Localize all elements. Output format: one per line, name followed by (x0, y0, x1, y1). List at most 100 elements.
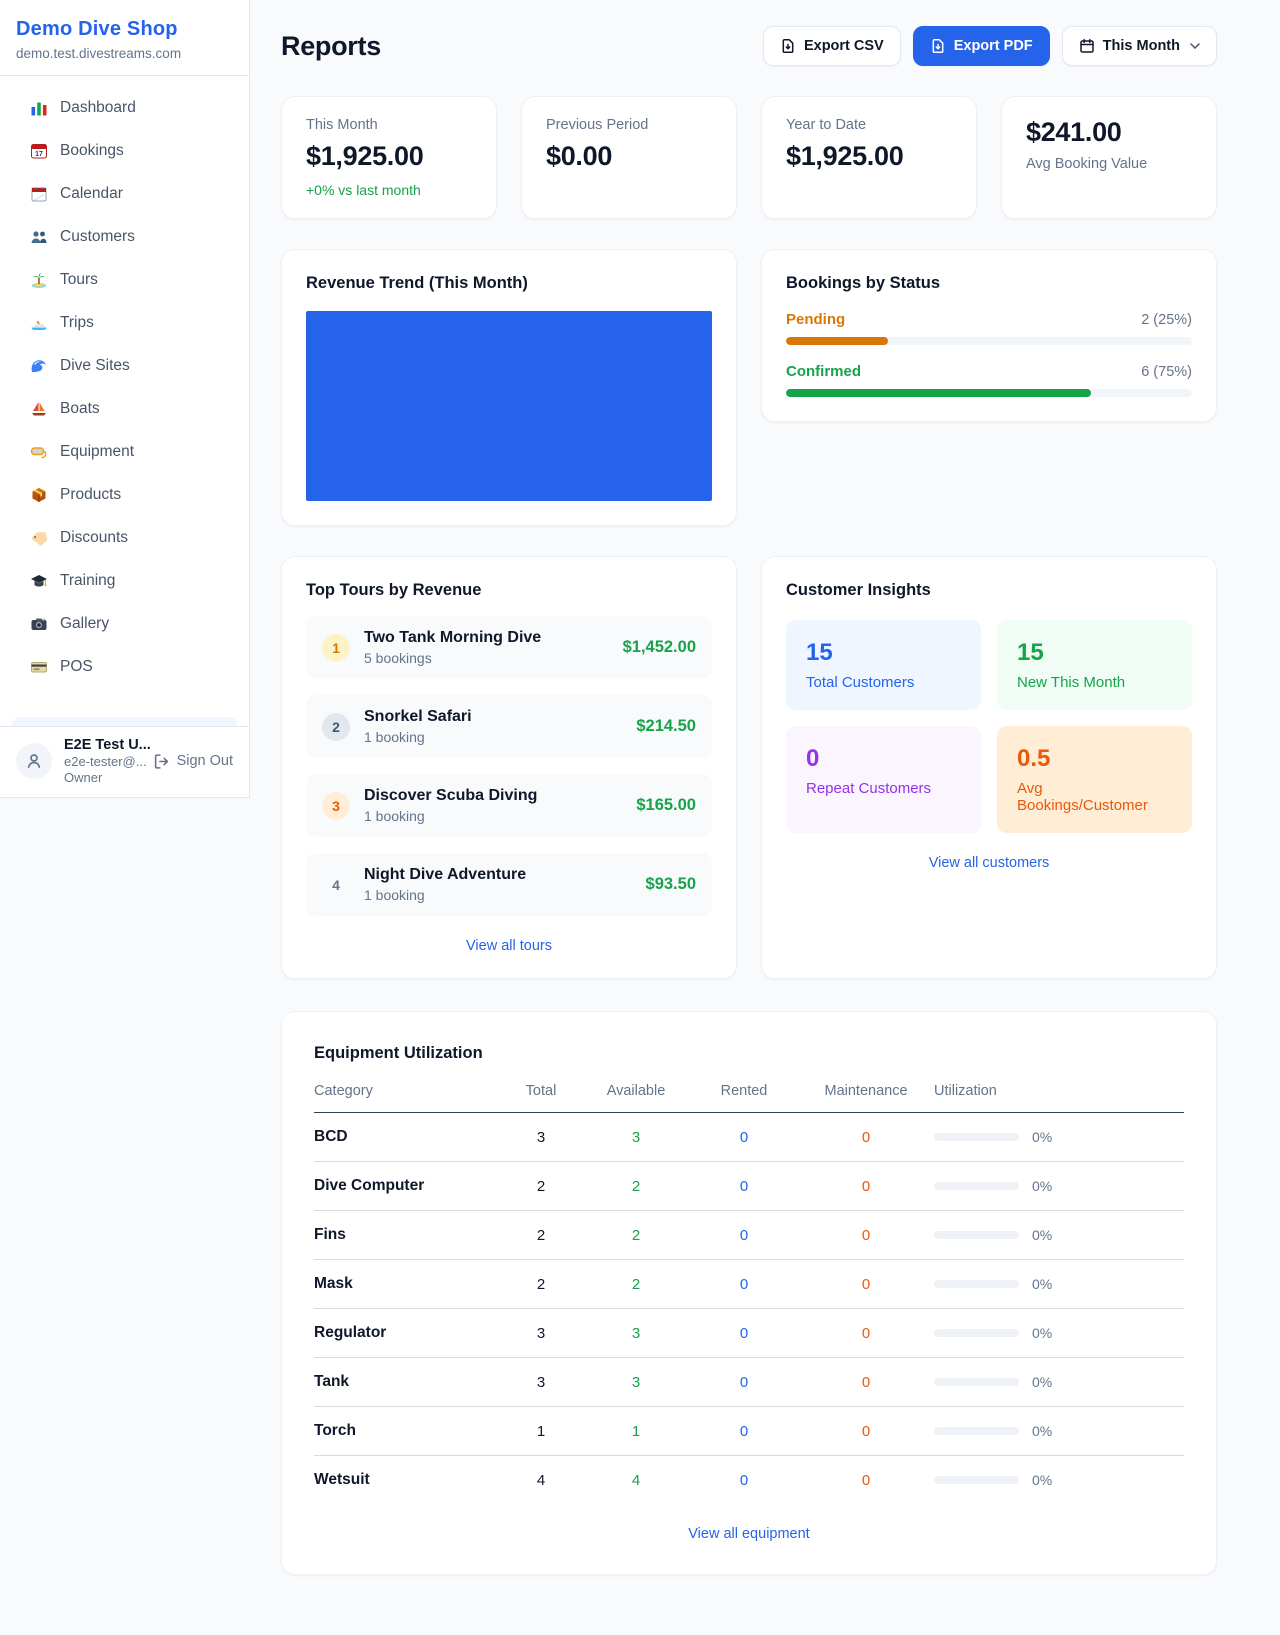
sidebar-item-label: Training (60, 571, 116, 589)
tile-value: 15 (1017, 639, 1044, 666)
stat-label: This Month (306, 117, 378, 133)
stat-card-year-to-date: Year to Date $1,925.00 (761, 96, 977, 219)
table-row: Mask 2 2 0 0 0% (314, 1259, 1184, 1309)
chevron-down-icon (1190, 43, 1200, 49)
graduation-cap-icon (30, 572, 48, 590)
stat-delta: +0% vs last month (306, 182, 421, 198)
stat-value: $1,925.00 (306, 141, 424, 171)
table-row: Wetsuit 4 4 0 0 0% (314, 1471, 1053, 1489)
progress-fill (786, 389, 1091, 397)
utilization-bar (934, 1182, 1019, 1190)
period-dropdown[interactable]: This Month (1061, 26, 1217, 66)
tour-row: 2 Snorkel Safari 1 booking $214.50 (306, 695, 712, 758)
stat-value: $241.00 (1026, 117, 1122, 147)
sidebar-item-label: Dashboard (60, 98, 136, 116)
rank-badge: 3 (322, 791, 350, 820)
equipment-title: Equipment Utilization (314, 1044, 483, 1062)
stats-row: This Month $1,925.00 +0% vs last month P… (281, 96, 1217, 219)
tile-label: Repeat Customers (806, 780, 932, 797)
table-row: Dive Computer 2 2 0 0 0% (314, 1161, 1184, 1211)
export-pdf-label: Export PDF (953, 38, 1033, 54)
sidebar-item-customers[interactable]: Customers (12, 215, 237, 258)
user-role: Owner (64, 770, 103, 785)
col-utilization: Utilization (934, 1083, 1184, 1113)
speedboat-icon (30, 314, 48, 332)
table-row: Tank 3 3 0 0 0% (314, 1357, 1184, 1407)
tour-name: Snorkel Safari (364, 708, 472, 725)
tile-label: New This Month (1017, 674, 1126, 691)
island-icon (30, 271, 48, 289)
table-row: BCD 3 3 0 0 0% (314, 1112, 1184, 1162)
equipment-utilization-card: Equipment Utilization Category Total Ava… (281, 1011, 1217, 1575)
stat-card-previous-period: Previous Period $0.00 (521, 96, 737, 219)
sidebar-item-equipment[interactable]: Equipment (12, 430, 237, 473)
diving-mask-icon (30, 443, 48, 461)
utilization-bar (934, 1133, 1019, 1141)
utilization-bar (934, 1329, 1019, 1337)
sidebar-item-reports-active-partial[interactable] (12, 717, 237, 726)
col-total: Total (500, 1083, 582, 1113)
tile-new-this-month: 15 New This Month (997, 620, 1192, 710)
revenue-trend-title: Revenue Trend (This Month) (306, 274, 528, 292)
sign-out-button[interactable]: Sign Out (153, 753, 233, 770)
tour-row: 3 Discover Scuba Diving 1 booking $165.00 (306, 774, 712, 837)
sidebar-item-discounts[interactable]: Discounts (12, 516, 237, 559)
export-pdf-button[interactable]: Export PDF (912, 26, 1050, 66)
stat-value: $0.00 (546, 141, 613, 171)
rank-badge: 2 (322, 712, 350, 741)
tile-repeat-customers: 0 Repeat Customers (786, 726, 981, 833)
utilization-bar (934, 1476, 1019, 1484)
wave-icon (30, 357, 48, 375)
sidebar-item-tours[interactable]: Tours (12, 258, 237, 301)
tile-label: Total Customers (806, 674, 915, 691)
sidebar-item-dashboard[interactable]: Dashboard (12, 86, 237, 129)
table-row: Regulator 3 3 0 0 0% (314, 1308, 1184, 1358)
sidebar-item-trips[interactable]: Trips (12, 301, 237, 344)
top-tours-card: Top Tours by Revenue 1 Two Tank Morning … (281, 556, 737, 979)
sidebar-item-bookings[interactable]: 17 Bookings (12, 129, 237, 172)
sidebar-nav: Dashboard 17 Bookings Calendar Customers… (0, 76, 249, 717)
status-label: Confirmed (786, 363, 861, 380)
stat-label: Year to Date (786, 117, 867, 133)
tile-value: 15 (806, 639, 833, 666)
utilization-bar (934, 1427, 1019, 1435)
view-all-tours-link[interactable]: View all tours (466, 938, 552, 954)
sidebar-item-label: Bookings (60, 141, 124, 159)
export-csv-label: Export CSV (803, 38, 884, 54)
utilization-bar (934, 1280, 1019, 1288)
tile-total-customers: 15 Total Customers (786, 620, 981, 710)
file-download-icon (932, 39, 944, 53)
bookings-by-status-title: Bookings by Status (786, 274, 941, 292)
sidebar-item-label: Trips (60, 313, 94, 331)
tour-revenue: $1,452.00 (622, 638, 696, 656)
tour-revenue: $93.50 (645, 875, 696, 893)
tour-row: 1 Two Tank Morning Dive 5 bookings $1,452… (306, 616, 712, 679)
sidebar-item-gallery[interactable]: Gallery (12, 602, 237, 645)
view-all-customers-link[interactable]: View all customers (928, 855, 1050, 871)
sidebar-item-products[interactable]: Products (12, 473, 237, 516)
sidebar-item-training[interactable]: Training (12, 559, 237, 602)
table-row: Torch 1 1 0 0 0% (314, 1406, 1184, 1456)
period-label: This Month (1102, 38, 1180, 54)
sidebar-item-boats[interactable]: Boats (12, 387, 237, 430)
utilization-bar (934, 1378, 1019, 1386)
shop-name: Demo Dive Shop (16, 18, 178, 40)
sidebar-item-dive-sites[interactable]: Dive Sites (12, 344, 237, 387)
col-category: Category (314, 1083, 500, 1113)
shop-domain: demo.test.divestreams.com (16, 46, 182, 61)
progress-track (786, 389, 1192, 397)
sidebar-item-label: Gallery (60, 614, 110, 632)
tile-value: 0 (806, 745, 820, 772)
col-rented: Rented (690, 1083, 798, 1113)
sidebar-item-pos[interactable]: POS (12, 645, 237, 688)
progress-fill (786, 337, 888, 345)
sidebar-item-label: Calendar (60, 184, 123, 202)
export-csv-button[interactable]: Export CSV (762, 26, 901, 66)
tour-name: Discover Scuba Diving (364, 787, 538, 804)
rank-badge: 4 (332, 876, 340, 893)
sidebar-item-calendar[interactable]: Calendar (12, 172, 237, 215)
view-all-equipment-link[interactable]: View all equipment (688, 1526, 810, 1542)
tag-icon (30, 529, 48, 547)
spiral-calendar-icon (30, 185, 48, 203)
status-count: 2 (25%) (1141, 312, 1192, 328)
